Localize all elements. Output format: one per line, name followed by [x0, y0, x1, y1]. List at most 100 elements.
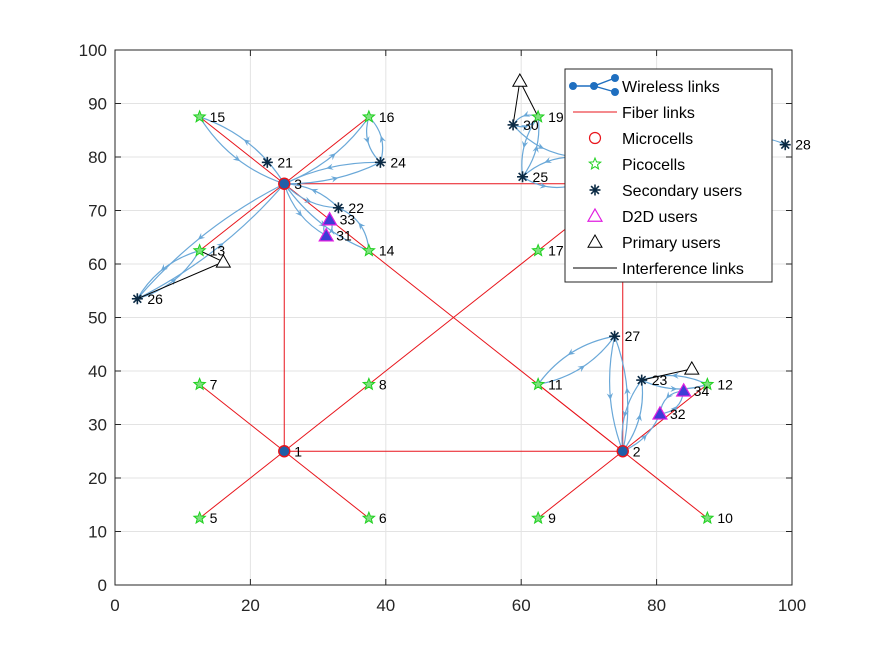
- wireless-arrowhead: [670, 385, 678, 392]
- node-label: 13: [210, 243, 226, 259]
- wireless-link: [283, 161, 381, 185]
- legend-label: Primary users: [622, 235, 721, 252]
- picocell-marker: [192, 243, 207, 257]
- interference-link: [199, 250, 224, 263]
- wireless-link: [199, 116, 285, 185]
- wireless-arrowhead: [639, 434, 647, 442]
- y-tick-label: 60: [88, 255, 107, 274]
- fiber-link: [622, 450, 708, 519]
- microcell-marker: [278, 177, 291, 190]
- node-label: 31: [336, 228, 352, 244]
- node-label: 26: [147, 291, 163, 307]
- asterisk-stroke: [132, 294, 142, 304]
- picocell-marker: [700, 377, 715, 391]
- primary-user-marker: [215, 253, 232, 268]
- fiber-link: [537, 383, 624, 452]
- fiber-link: [283, 116, 370, 185]
- node-label: 12: [717, 376, 733, 392]
- y-tick-label: 50: [88, 309, 107, 328]
- fiber-link: [199, 383, 285, 452]
- legend-label: Secondary users: [622, 183, 742, 200]
- wireless-arrowhead: [635, 413, 642, 422]
- asterisk-stroke: [590, 185, 600, 195]
- fiber-link: [199, 450, 285, 519]
- picocell-marker: [531, 377, 546, 391]
- y-tick-label: 10: [88, 523, 107, 542]
- node-label: 1: [294, 443, 302, 459]
- node-label: 25: [533, 169, 549, 185]
- wireless-arrowhead: [521, 140, 529, 149]
- d2d-marker: [321, 211, 338, 226]
- x-tick-label: 20: [241, 596, 260, 615]
- wireless-arrowhead: [328, 153, 336, 161]
- picocell-marker: [361, 109, 376, 123]
- wireless-arrowhead: [326, 163, 334, 170]
- wireless-arrowhead: [232, 154, 241, 162]
- wireless-link: [136, 183, 285, 300]
- wireless-arrowhead: [363, 135, 370, 144]
- picocell-marker: [361, 243, 376, 257]
- wireless-link: [199, 116, 285, 185]
- wireless-arrowhead: [303, 196, 312, 203]
- asterisk-stroke: [262, 157, 272, 167]
- secondary-marker: [131, 293, 143, 305]
- y-tick-label: 80: [88, 148, 107, 167]
- x-tick-label: 80: [647, 596, 666, 615]
- secondary-marker: [507, 119, 519, 131]
- wireless-arrowhead: [216, 242, 224, 250]
- wireless-link: [608, 336, 624, 452]
- primary-user-marker: [511, 73, 528, 87]
- node-label: 24: [390, 154, 406, 170]
- asterisk-stroke: [610, 331, 620, 341]
- x-tick-label: 60: [512, 596, 531, 615]
- wireless-link: [284, 161, 381, 185]
- d2d-marker: [651, 405, 669, 420]
- x-tick-label: 0: [110, 596, 119, 615]
- wireless-arrowhead: [567, 348, 576, 356]
- secondary-marker: [261, 156, 273, 168]
- node-label: 27: [625, 328, 641, 344]
- wireless-arrowhead: [522, 110, 531, 117]
- legend-primary-sample: [587, 233, 603, 248]
- wireless-arrowhead: [624, 387, 631, 395]
- node-label: 14: [379, 243, 395, 259]
- interference-link: [519, 80, 539, 118]
- wireless-arrowhead: [197, 232, 206, 240]
- secondary-marker: [374, 156, 386, 168]
- asterisk-stroke: [780, 140, 790, 150]
- legend-wireless-dot: [569, 82, 577, 90]
- wireless-arrowhead: [160, 263, 169, 271]
- node-label: 5: [210, 510, 218, 526]
- wireless-arrowhead: [606, 392, 614, 401]
- y-tick-label: 30: [88, 416, 107, 435]
- wireless-arrowhead: [311, 188, 319, 195]
- wireless-arrowhead: [539, 182, 547, 189]
- y-tick-label: 100: [79, 41, 107, 60]
- wireless-link: [137, 183, 285, 300]
- wireless-arrowhead: [666, 391, 674, 399]
- wireless-arrowhead: [168, 278, 177, 286]
- node-label: 16: [379, 109, 395, 125]
- node-label: 33: [340, 212, 356, 228]
- legend-picocell-sample: [587, 156, 603, 170]
- secondary-marker: [517, 171, 529, 183]
- wireless-arrowhead: [536, 142, 545, 149]
- wireless-arrowhead: [379, 135, 386, 144]
- fiber-link: [283, 450, 370, 519]
- fiber-link: [199, 183, 285, 252]
- picocell-marker: [531, 510, 546, 525]
- node-label: 32: [670, 406, 686, 422]
- d2d-marker: [318, 227, 335, 242]
- secondary-marker: [636, 374, 648, 386]
- node-label: 17: [548, 243, 564, 259]
- interference-link: [137, 261, 224, 300]
- y-tick-label: 70: [88, 202, 107, 221]
- node-label: 9: [548, 510, 556, 526]
- node-label: 2: [633, 443, 641, 459]
- legend-label: Picocells: [622, 157, 685, 174]
- legend-wireless-dot: [590, 82, 598, 90]
- node-label: 3: [294, 176, 302, 192]
- wireless-arrowhead: [328, 227, 335, 235]
